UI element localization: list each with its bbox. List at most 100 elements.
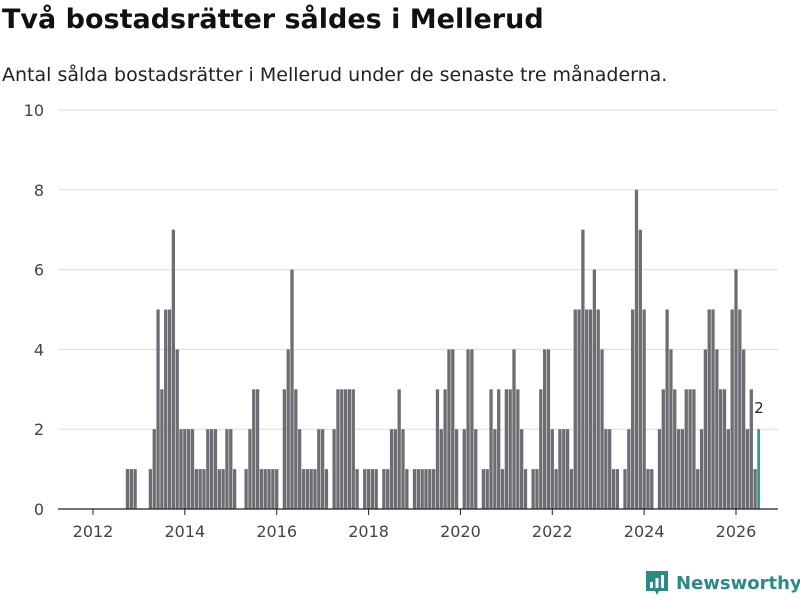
bar[interactable] — [424, 469, 428, 509]
bar[interactable] — [577, 309, 581, 510]
bar[interactable] — [225, 429, 229, 509]
bar[interactable] — [546, 349, 551, 509]
bar[interactable] — [171, 229, 176, 509]
bar[interactable] — [657, 429, 662, 509]
bar[interactable] — [213, 429, 218, 509]
bar[interactable] — [416, 469, 420, 509]
bar[interactable] — [462, 429, 466, 509]
bar[interactable] — [282, 389, 287, 509]
bar[interactable] — [696, 469, 700, 509]
bar[interactable] — [187, 429, 191, 509]
bar[interactable] — [627, 429, 631, 509]
bar[interactable] — [420, 469, 424, 509]
bar[interactable] — [665, 309, 669, 510]
bar[interactable] — [684, 389, 688, 509]
bar[interactable] — [125, 469, 130, 509]
bar[interactable] — [382, 469, 386, 509]
bar[interactable] — [194, 469, 198, 509]
bar[interactable] — [581, 229, 585, 509]
bar[interactable] — [669, 349, 673, 509]
bar[interactable] — [286, 349, 290, 509]
bar[interactable] — [642, 309, 646, 510]
bar[interactable] — [730, 309, 734, 510]
bar[interactable] — [623, 469, 627, 509]
bar[interactable] — [497, 389, 501, 509]
bar[interactable] — [309, 469, 313, 509]
bar[interactable] — [324, 469, 329, 509]
bar[interactable] — [454, 429, 459, 509]
bar[interactable] — [573, 309, 577, 510]
bar[interactable] — [393, 429, 398, 509]
bar[interactable] — [562, 429, 566, 509]
bar[interactable] — [133, 469, 137, 509]
bar[interactable] — [650, 469, 654, 509]
bar[interactable] — [167, 309, 172, 510]
bar[interactable] — [301, 469, 306, 509]
bar[interactable] — [221, 469, 225, 509]
bar[interactable] — [305, 469, 309, 509]
bar[interactable] — [742, 349, 746, 509]
bar[interactable] — [248, 429, 252, 509]
bar[interactable] — [592, 269, 597, 509]
bar[interactable] — [244, 469, 248, 509]
bar[interactable] — [370, 469, 375, 509]
bar[interactable] — [520, 429, 524, 509]
bar[interactable] — [355, 469, 359, 509]
bar[interactable] — [523, 469, 528, 509]
bar[interactable] — [252, 389, 256, 509]
bar[interactable] — [734, 269, 738, 509]
bar[interactable] — [363, 469, 367, 509]
bar[interactable] — [271, 469, 275, 509]
bar[interactable] — [232, 469, 237, 509]
bar[interactable] — [294, 389, 298, 509]
bar[interactable] — [569, 469, 574, 509]
bar[interactable] — [366, 469, 371, 509]
bar[interactable] — [298, 429, 302, 509]
bar[interactable] — [259, 469, 264, 509]
bar[interactable] — [160, 389, 164, 509]
bar[interactable] — [202, 469, 206, 509]
bar[interactable] — [351, 389, 355, 509]
bar[interactable] — [638, 229, 642, 509]
bar[interactable] — [489, 389, 493, 509]
bar[interactable] — [680, 429, 685, 509]
bar[interactable] — [631, 309, 635, 510]
bar[interactable] — [206, 429, 210, 509]
bar[interactable] — [164, 309, 168, 510]
bar[interactable] — [646, 469, 650, 509]
bar[interactable] — [431, 469, 436, 509]
bar[interactable] — [608, 429, 612, 509]
bar[interactable] — [719, 389, 723, 509]
bar[interactable] — [447, 349, 451, 509]
bar[interactable] — [673, 389, 677, 509]
bar[interactable] — [585, 309, 589, 510]
bar[interactable] — [512, 349, 516, 509]
bar[interactable] — [179, 429, 183, 509]
bar[interactable] — [661, 389, 665, 509]
bar[interactable] — [531, 469, 535, 509]
bar[interactable] — [198, 469, 202, 509]
bar[interactable] — [738, 309, 742, 510]
bar[interactable] — [190, 429, 195, 509]
bar[interactable] — [711, 309, 715, 510]
bar[interactable] — [401, 429, 405, 509]
bar[interactable] — [343, 389, 348, 509]
bar[interactable] — [485, 469, 489, 509]
bar[interactable] — [405, 469, 409, 509]
bar[interactable] — [290, 269, 294, 509]
bar[interactable] — [504, 389, 508, 509]
bar-highlight[interactable] — [757, 429, 760, 509]
bar[interactable] — [451, 349, 455, 509]
bar[interactable] — [263, 469, 267, 509]
bar[interactable] — [600, 349, 604, 509]
bar[interactable] — [129, 469, 133, 509]
bar[interactable] — [703, 349, 708, 509]
bar[interactable] — [428, 469, 432, 509]
bar[interactable] — [539, 389, 543, 509]
bar[interactable] — [558, 429, 562, 509]
bar[interactable] — [374, 469, 378, 509]
newsworthy-logo[interactable]: Newsworthy — [644, 569, 800, 597]
bar[interactable] — [550, 429, 554, 509]
bar[interactable] — [412, 469, 417, 509]
bar[interactable] — [255, 389, 260, 509]
